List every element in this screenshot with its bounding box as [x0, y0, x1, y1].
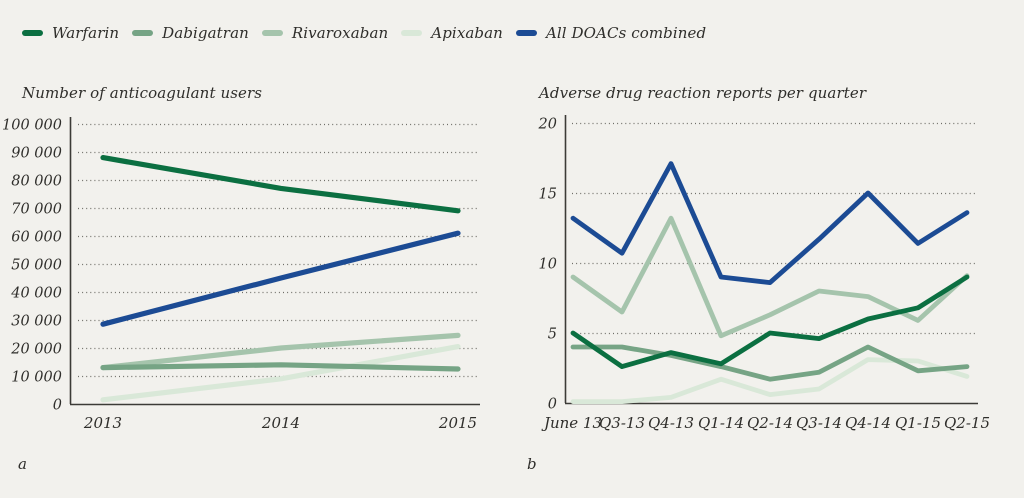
x-tick-label: Q3-13	[599, 414, 645, 432]
chart-a-title: Number of anticoagulant users	[22, 84, 263, 102]
legend-swatch-icon	[401, 30, 423, 36]
legend-item-dabigatran: Dabigatran	[132, 24, 249, 42]
x-tick-label: Q4-14	[845, 414, 891, 432]
y-tick-label: 40 000	[10, 286, 62, 302]
series-line-warfarin	[100, 155, 461, 214]
legend-label: Warfarin	[52, 24, 120, 42]
legend-swatch-icon	[22, 30, 43, 36]
panel-letter-b: b	[527, 455, 537, 473]
series-line-dabigatran	[100, 362, 461, 372]
legend-label: Apixaban	[431, 24, 503, 42]
y-tick-label: 90 000	[11, 146, 62, 162]
y-tick-label: 30 000	[11, 314, 62, 330]
legend-item-apixaban: Apixaban	[401, 24, 503, 42]
y-tick-label: 20 000	[10, 342, 62, 358]
x-tick-label: Q1-14	[698, 414, 744, 432]
series-line-dabigatran	[570, 344, 970, 382]
x-tick-label: 2013	[83, 414, 122, 432]
y-tick-label: 100 000	[2, 118, 62, 134]
legend-item-all-doacs-combined: All DOACs combined	[515, 24, 707, 42]
legend-label: Rivaroxaban	[291, 24, 389, 42]
x-tick-label: 2014	[261, 414, 300, 432]
y-tick-label: 10 000	[11, 370, 62, 386]
x-tick-label: 2015	[438, 414, 477, 432]
x-tick-label: Q2-15	[944, 414, 990, 432]
legend-swatch-icon	[132, 30, 154, 36]
legend-item-warfarin: Warfarin	[22, 24, 119, 42]
series-line-apixaban	[100, 344, 461, 403]
y-tick-label: 0	[548, 397, 557, 413]
y-tick-label: 10	[539, 257, 557, 273]
y-tick-label: 0	[53, 398, 62, 414]
y-tick-label: 70 000	[11, 202, 62, 218]
legend-label: Dabigatran	[162, 24, 249, 42]
panel-letter-a: a	[18, 455, 27, 473]
series-line-rivaroxaban	[100, 332, 461, 371]
y-tick-label: 5	[548, 327, 557, 343]
x-tick-label: June 13	[541, 414, 602, 432]
x-tick-label: Q2-14	[747, 414, 793, 432]
y-tick-label: 20	[538, 117, 557, 133]
y-tick-label: 50 000	[11, 258, 62, 274]
x-tick-label: Q3-14	[796, 414, 842, 432]
y-tick-label: 15	[539, 187, 557, 203]
legend-swatch-icon	[515, 30, 537, 36]
series-line-warfarin	[570, 274, 970, 370]
x-tick-label: Q1-15	[895, 414, 941, 432]
x-tick-label: Q4-13	[648, 414, 694, 432]
y-tick-label: 60 000	[11, 230, 62, 246]
legend-item-rivaroxaban: Rivaroxaban	[261, 24, 389, 42]
chart-b-title: Adverse drug reaction reports per quarte…	[539, 84, 867, 102]
y-tick-label: 80 000	[11, 174, 62, 190]
series-line-all-doacs-combined	[570, 161, 970, 286]
chart-a: 0 10 000 20 000 30 000 40 000 50 000 60 000 70 …	[2, 117, 480, 432]
legend-swatch-icon	[261, 30, 283, 36]
legend-label: All DOACs combined	[545, 24, 707, 42]
series-line-all-doacs-combined	[100, 230, 461, 327]
legend: Warfarin Dabigatran Rivaroxaban Apixaban All…	[22, 24, 706, 42]
